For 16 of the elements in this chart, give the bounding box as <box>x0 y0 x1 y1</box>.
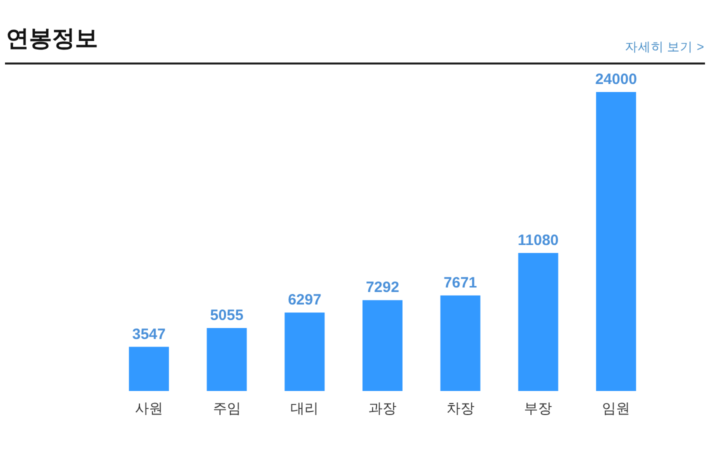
data-label: 5055 <box>210 307 244 324</box>
data-label: 6297 <box>288 292 322 309</box>
data-label: 7292 <box>366 279 400 296</box>
x-tick-label: 부장 <box>524 400 552 416</box>
x-tick-label: 대리 <box>290 400 319 416</box>
x-tick-label: 차장 <box>446 400 474 416</box>
data-label: 24000 <box>595 71 637 88</box>
data-label: 3547 <box>132 326 166 343</box>
annotation: 자세히 보기 > <box>624 40 704 54</box>
x-tick-label: 임원 <box>602 400 630 416</box>
data-label: 7671 <box>444 274 478 292</box>
x-tick-label: 과장 <box>368 400 396 416</box>
x-tick-label: 사원 <box>134 400 163 416</box>
data-label: 11080 <box>518 232 559 249</box>
title: 연봉정보 <box>6 25 98 51</box>
x-tick-label: 주임 <box>212 400 241 416</box>
